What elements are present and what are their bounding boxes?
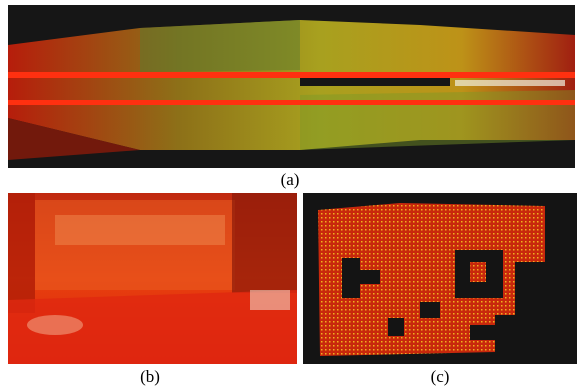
panel-c [303, 193, 577, 364]
caption: (b) [140, 367, 160, 386]
caption: (a) [281, 170, 300, 189]
panel-a [8, 5, 575, 168]
caption: (c) [431, 367, 450, 386]
figure: (a) (b) (c) [0, 0, 583, 389]
panel-b [8, 193, 297, 364]
